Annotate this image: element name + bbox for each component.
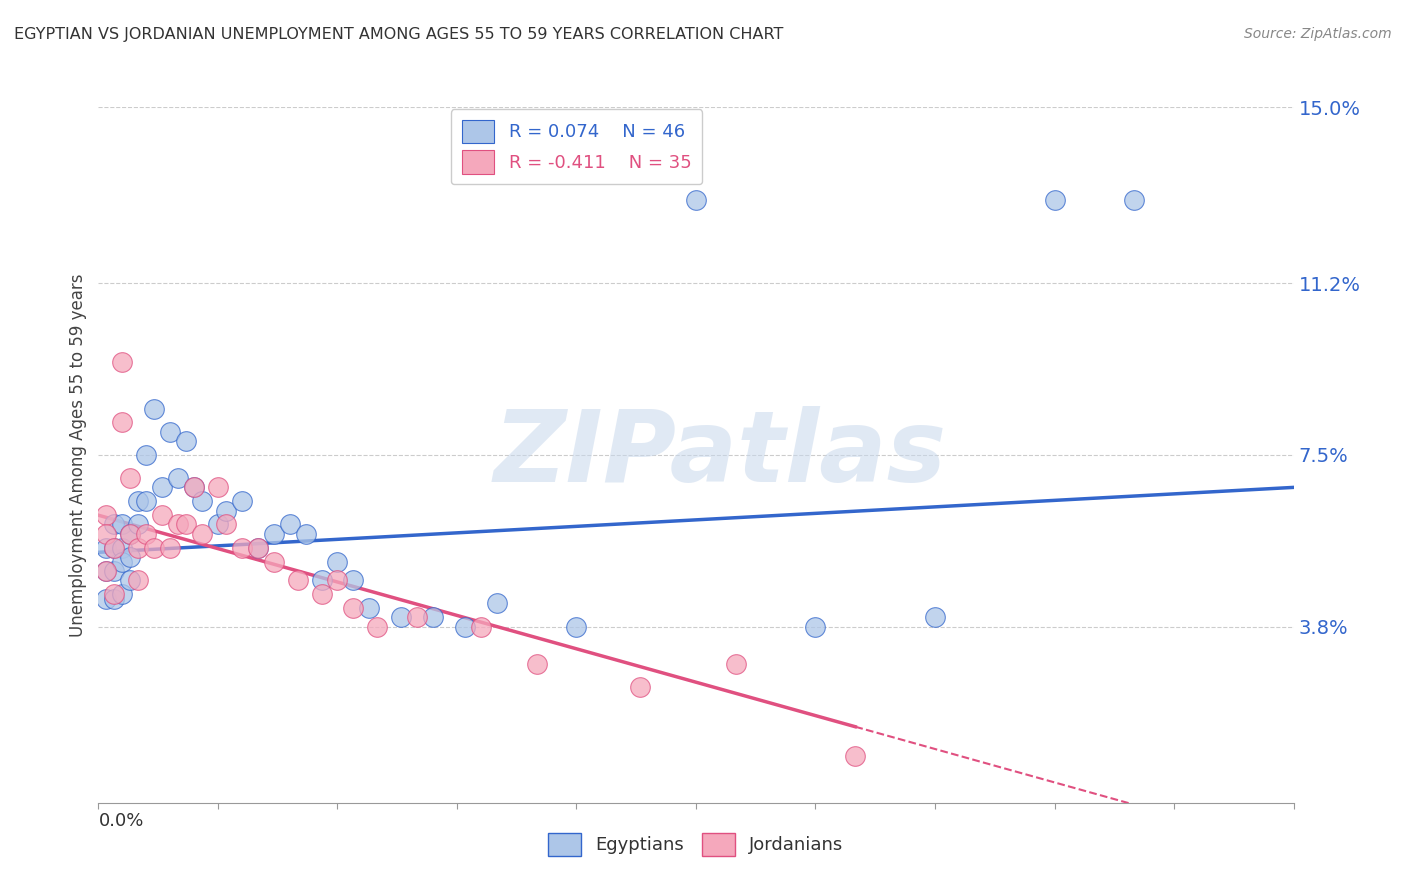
Point	[685, 193, 707, 207]
Point	[470, 619, 492, 633]
Point	[342, 573, 364, 587]
Text: Source: ZipAtlas.com: Source: ZipAtlas.com	[1244, 27, 1392, 41]
Point	[120, 549, 142, 564]
Point	[135, 494, 157, 508]
Point	[311, 587, 333, 601]
Point	[174, 434, 197, 448]
Point	[143, 401, 166, 416]
Point	[263, 555, 285, 569]
Point	[111, 587, 134, 601]
Point	[1123, 193, 1146, 207]
Point	[150, 508, 173, 523]
Legend: Egyptians, Jordanians: Egyptians, Jordanians	[541, 826, 851, 863]
Point	[191, 526, 214, 541]
Point	[127, 573, 149, 587]
Point	[215, 503, 238, 517]
Point	[120, 573, 142, 587]
Point	[1043, 193, 1066, 207]
Point	[326, 573, 349, 587]
Point	[565, 619, 588, 633]
Point	[96, 526, 118, 541]
Point	[103, 541, 125, 555]
Point	[143, 541, 166, 555]
Point	[207, 480, 229, 494]
Point	[120, 526, 142, 541]
Point	[183, 480, 205, 494]
Point	[111, 541, 134, 555]
Point	[150, 480, 173, 494]
Point	[183, 480, 205, 494]
Point	[485, 596, 508, 610]
Point	[174, 517, 197, 532]
Point	[103, 541, 125, 555]
Point	[287, 573, 309, 587]
Point	[96, 564, 118, 578]
Point	[366, 619, 388, 633]
Point	[167, 517, 190, 532]
Point	[127, 541, 149, 555]
Point	[326, 555, 349, 569]
Text: 0.0%: 0.0%	[98, 812, 143, 830]
Point	[844, 749, 866, 764]
Point	[215, 517, 238, 532]
Point	[111, 517, 134, 532]
Point	[422, 610, 444, 624]
Point	[96, 564, 118, 578]
Point	[159, 425, 181, 439]
Point	[263, 526, 285, 541]
Point	[454, 619, 477, 633]
Point	[111, 416, 134, 430]
Point	[628, 680, 651, 694]
Point	[342, 601, 364, 615]
Point	[294, 526, 316, 541]
Point	[246, 541, 269, 555]
Point	[246, 541, 269, 555]
Point	[103, 587, 125, 601]
Point	[924, 610, 946, 624]
Point	[804, 619, 827, 633]
Point	[159, 541, 181, 555]
Point	[111, 355, 134, 369]
Point	[127, 494, 149, 508]
Y-axis label: Unemployment Among Ages 55 to 59 years: Unemployment Among Ages 55 to 59 years	[69, 273, 87, 637]
Point	[96, 591, 118, 606]
Point	[191, 494, 214, 508]
Point	[167, 471, 190, 485]
Point	[207, 517, 229, 532]
Point	[135, 526, 157, 541]
Text: ZIPatlas: ZIPatlas	[494, 407, 946, 503]
Point	[278, 517, 301, 532]
Point	[103, 564, 125, 578]
Point	[231, 494, 253, 508]
Point	[526, 657, 548, 671]
Point	[111, 555, 134, 569]
Point	[103, 517, 125, 532]
Point	[120, 526, 142, 541]
Point	[96, 508, 118, 523]
Point	[406, 610, 429, 624]
Point	[311, 573, 333, 587]
Text: EGYPTIAN VS JORDANIAN UNEMPLOYMENT AMONG AGES 55 TO 59 YEARS CORRELATION CHART: EGYPTIAN VS JORDANIAN UNEMPLOYMENT AMONG…	[14, 27, 783, 42]
Point	[231, 541, 253, 555]
Point	[120, 471, 142, 485]
Point	[724, 657, 747, 671]
Point	[135, 448, 157, 462]
Point	[389, 610, 412, 624]
Point	[359, 601, 381, 615]
Point	[103, 591, 125, 606]
Point	[127, 517, 149, 532]
Point	[96, 541, 118, 555]
